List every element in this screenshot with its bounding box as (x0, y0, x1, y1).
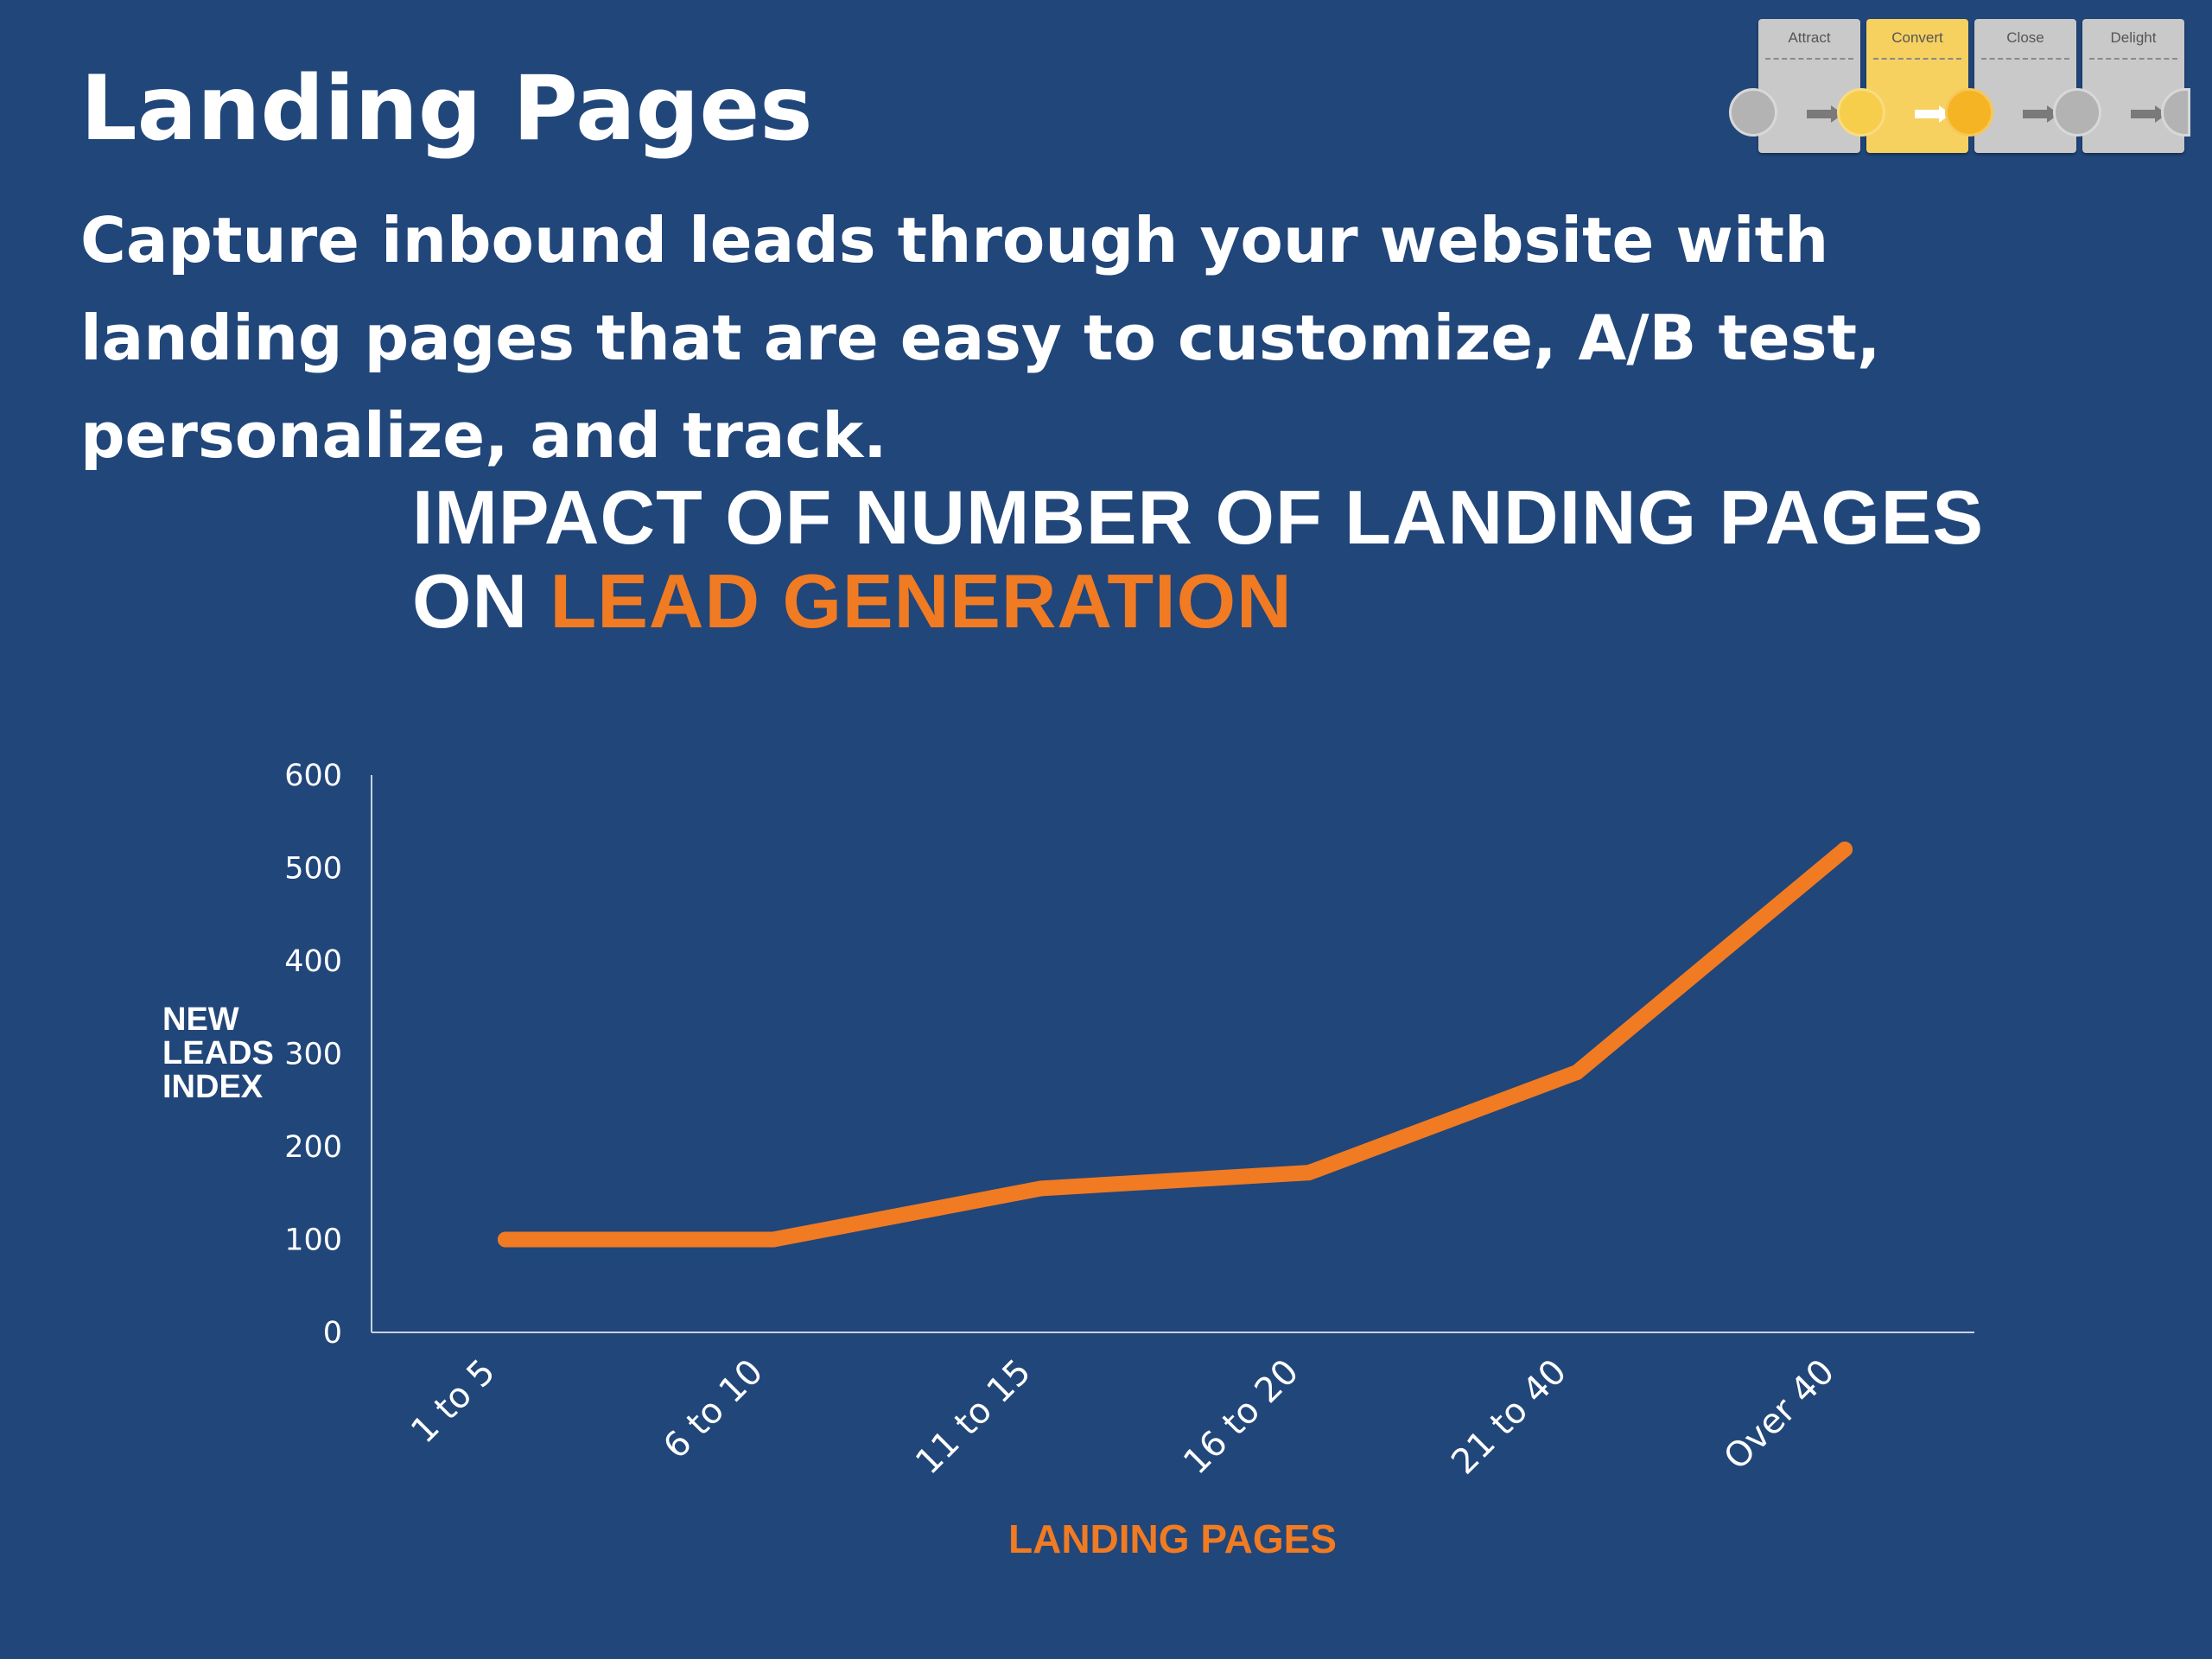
y-tick-label: 500 (284, 852, 342, 887)
y-tick-label: 600 (284, 759, 342, 793)
data-point (1569, 1065, 1585, 1080)
series-line (498, 842, 1853, 1248)
stage-node-customers (2053, 88, 2101, 137)
y-axis-label: NEW (162, 1001, 239, 1038)
inbound-stages-graphic: Attract Convert Close Delight (1724, 19, 2190, 157)
slide-title: Landing Pages (80, 57, 813, 161)
data-point (1837, 842, 1853, 857)
chart-heading-line2: ON LEAD GENERATION (412, 559, 1984, 643)
data-point (1301, 1165, 1317, 1181)
stage-delight-label: Delight (2110, 29, 2157, 46)
x-axis-label: LANDING PAGES (1008, 1516, 1337, 1561)
stage-delight: Delight (2082, 19, 2184, 153)
chart-heading: IMPACT OF NUMBER OF LANDING PAGES ON LEA… (412, 475, 1984, 643)
y-tick-label: 100 (284, 1224, 342, 1258)
x-tick-label: Over 40 (1717, 1352, 1843, 1478)
x-tick-label: 16 to 20 (1176, 1352, 1306, 1483)
y-tick-label: 400 (284, 944, 342, 979)
y-tick-label: 200 (284, 1130, 342, 1165)
chart-heading-accent: LEAD GENERATION (550, 558, 1293, 644)
data-point (498, 1231, 513, 1248)
x-tick-label: 6 to 10 (656, 1352, 771, 1467)
y-tick-label: 0 (323, 1316, 342, 1351)
chart-heading-prefix: ON (412, 558, 528, 644)
stage-close: Close (1974, 19, 2076, 153)
stage-convert: Convert (1866, 19, 1968, 153)
y-axis-label: INDEX (162, 1069, 264, 1105)
chart-heading-line1: IMPACT OF NUMBER OF LANDING PAGES (412, 474, 1985, 560)
y-tick-label: 300 (284, 1038, 342, 1072)
stage-attract-label: Attract (1788, 29, 1831, 46)
data-point (766, 1231, 781, 1248)
x-tick-label: 1 to 5 (404, 1352, 503, 1452)
slide-subtitle: Capture inbound leads through your websi… (80, 204, 1881, 472)
stage-convert-label: Convert (1891, 29, 1943, 46)
stage-node-leads (1945, 88, 1993, 137)
stage-attract: Attract (1758, 19, 1860, 153)
x-tick-label: 11 to 15 (908, 1352, 1039, 1483)
y-axis-label: LEADS (162, 1035, 274, 1071)
data-point (1033, 1180, 1049, 1197)
stage-close-label: Close (2006, 29, 2044, 46)
stage-node-strangers (1729, 88, 1777, 137)
stage-node-visitors (1837, 88, 1885, 137)
x-tick-label: 21 to 40 (1444, 1352, 1574, 1483)
